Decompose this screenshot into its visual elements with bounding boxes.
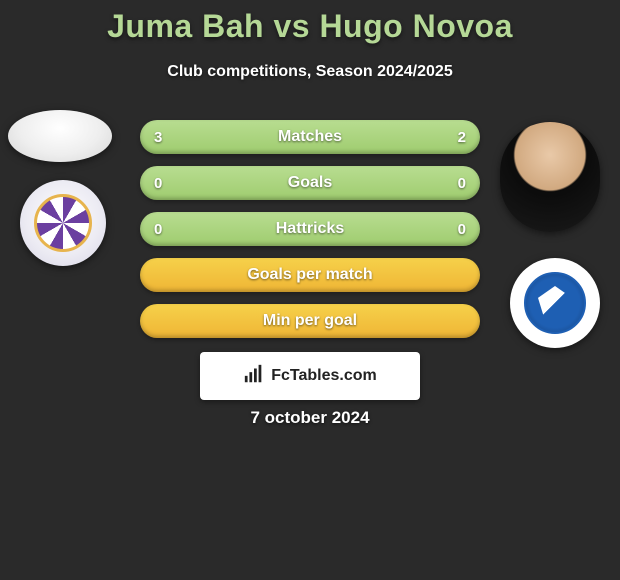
stat-label: Min per goal: [263, 312, 357, 330]
brand-link[interactable]: FcTables.com: [200, 352, 420, 400]
brand-text: FcTables.com: [271, 367, 377, 385]
stat-left-value: 3: [154, 129, 162, 146]
stat-label: Matches: [278, 128, 342, 146]
stat-label: Goals: [288, 174, 332, 192]
player-left-avatar: [8, 110, 112, 162]
stat-row: Goals per match: [140, 258, 480, 292]
stat-left-value: 0: [154, 175, 162, 192]
club-left-badge-inner: [34, 194, 92, 252]
comparison-card: Juma Bah vs Hugo Novoa Club competitions…: [0, 0, 620, 580]
stat-row: 0 Goals 0: [140, 166, 480, 200]
stat-left-value: 0: [154, 221, 162, 238]
club-right-badge-inner: [524, 272, 586, 334]
stat-label: Hattricks: [276, 220, 344, 238]
stats-list: 3 Matches 2 0 Goals 0 0 Hattricks 0 Goal…: [140, 120, 480, 350]
bar-chart-icon: [243, 363, 265, 390]
stat-row: 0 Hattricks 0: [140, 212, 480, 246]
stat-right-value: 2: [458, 129, 466, 146]
stat-right-value: 0: [458, 175, 466, 192]
stat-row: Min per goal: [140, 304, 480, 338]
club-left-badge: [20, 180, 106, 266]
club-right-badge: [510, 258, 600, 348]
stat-label: Goals per match: [247, 266, 372, 284]
page-title: Juma Bah vs Hugo Novoa: [0, 0, 620, 45]
stat-right-value: 0: [458, 221, 466, 238]
page-subtitle: Club competitions, Season 2024/2025: [0, 63, 620, 81]
stat-row: 3 Matches 2: [140, 120, 480, 154]
date-label: 7 october 2024: [0, 408, 620, 428]
player-right-avatar: [500, 122, 600, 232]
